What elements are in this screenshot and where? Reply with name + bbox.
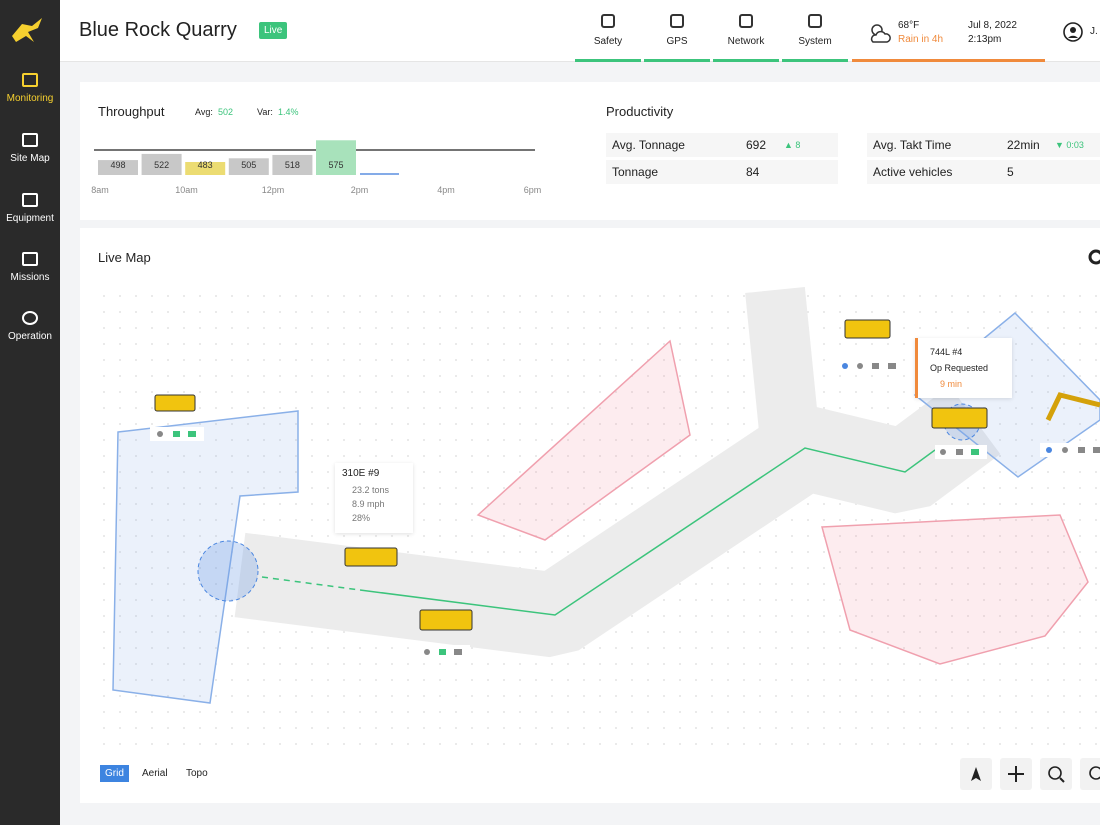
throughput-bar xyxy=(98,160,138,175)
var-label: Var: xyxy=(257,107,273,117)
zone-restricted[interactable] xyxy=(821,514,1089,665)
bar-label: 518 xyxy=(285,160,300,170)
nav-item[interactable]: Site Map xyxy=(0,133,60,164)
vehicle-status: Op Requested xyxy=(930,363,989,373)
throughput-chart: 498 522 483 505 518 575 8am 10am 12pm 2pm 4pm 6pm xyxy=(91,140,542,195)
throughput-bar xyxy=(272,154,313,175)
map-tab[interactable]: Grid xyxy=(100,765,129,782)
stat-row: Tonnage 84 xyxy=(606,160,838,184)
nav-item[interactable]: Monitoring xyxy=(0,73,60,104)
settings-icon[interactable] xyxy=(1088,249,1100,265)
time-label: 4pm xyxy=(437,185,455,195)
nav-label: Missions xyxy=(10,272,50,283)
throughput-bar xyxy=(141,153,182,175)
vehicles[interactable] xyxy=(154,319,1100,631)
throughput-bar xyxy=(185,162,226,175)
time-label: 6pm xyxy=(524,185,542,195)
stat-value: 5 xyxy=(1007,165,1014,179)
user-name: J. xyxy=(1090,26,1098,37)
stat-value: 84 xyxy=(746,165,760,179)
temperature: 68°F xyxy=(898,20,920,31)
bar-label: 498 xyxy=(110,160,125,170)
bar-label: 522 xyxy=(154,160,169,170)
bar-label: 505 xyxy=(241,160,256,170)
status-tab[interactable]: GPS xyxy=(644,14,710,62)
throughput-bar xyxy=(316,140,356,175)
bar-label: 575 xyxy=(328,160,343,170)
throughput-title: Throughput xyxy=(98,104,165,119)
vehicle-stat: 23.2 tons xyxy=(352,485,390,495)
route-planned xyxy=(261,576,361,591)
map-tab[interactable]: Topo xyxy=(186,768,208,779)
stat-value: 692 xyxy=(746,138,767,152)
stat-delta: ▲ 8 xyxy=(784,140,801,150)
time-label: 10am xyxy=(175,185,198,195)
nav-label: Equipment xyxy=(6,213,54,224)
site-title: Blue Rock Quarry xyxy=(79,19,237,41)
vehicle-card[interactable]: 310E #9 23.2 tons 8.9 mph 28% xyxy=(335,463,413,533)
zoom-in-button[interactable] xyxy=(1040,758,1072,790)
stat-label: Tonnage xyxy=(612,165,659,179)
stat-label: Avg. Takt Time xyxy=(873,138,952,152)
stat-label: Avg. Tonnage xyxy=(612,138,685,152)
weather-icon xyxy=(870,24,891,43)
zone-load[interactable] xyxy=(112,410,299,704)
vehicle-name: 744L #4 xyxy=(930,347,963,357)
user-icon[interactable] xyxy=(1062,21,1084,43)
locate-button[interactable] xyxy=(960,758,992,790)
date: Jul 8, 2022 xyxy=(968,20,1017,31)
nav-label: Monitoring xyxy=(6,93,54,104)
stat-row: Avg. Tonnage 692 ▲ 8 xyxy=(606,133,838,157)
bar-label: 483 xyxy=(198,160,213,170)
stats-panel: Throughput Avg: 502 Var: 1.4% 498 522 483 5… xyxy=(80,82,1100,220)
vehicle-chips xyxy=(150,359,1100,659)
stat-row: Active vehicles 5 xyxy=(867,160,1100,184)
vehicle-eta: 9 min xyxy=(940,379,963,389)
nav-label: Operation xyxy=(8,331,52,342)
vehicle-stat: 8.9 mph xyxy=(352,499,385,509)
time-label: 8am xyxy=(91,185,109,195)
throughput-bar xyxy=(228,158,269,175)
weather: 68°F Rain in 4h Jul 8, 2022 2:13pm xyxy=(852,14,1045,62)
time: 2:13pm xyxy=(968,34,1002,45)
stat-row: Avg. Takt Time 22min ▼ 0:03 xyxy=(867,133,1100,157)
forecast: Rain in 4h xyxy=(898,34,944,45)
status-label: GPS xyxy=(666,36,688,47)
live-badge: Live xyxy=(259,22,288,39)
avg-value: 502 xyxy=(218,107,234,117)
status-label: System xyxy=(798,36,832,47)
status-tab[interactable]: System xyxy=(782,14,848,62)
vehicle-name: 310E #9 xyxy=(342,468,380,479)
nav-item[interactable]: Operation xyxy=(0,311,60,342)
stat-value: 22min xyxy=(1007,138,1040,152)
productivity-title: Productivity xyxy=(606,104,674,119)
status-label: Network xyxy=(727,36,765,47)
sidebar: Monitoring Site Map Equipment Missions O… xyxy=(0,0,60,825)
time-label: 2pm xyxy=(351,185,369,195)
map-tab[interactable]: Aerial xyxy=(142,768,168,779)
pan-button[interactable] xyxy=(1000,758,1032,790)
stat-delta: ▼ 0:03 xyxy=(1055,140,1084,150)
map[interactable] xyxy=(80,228,1100,803)
zoom-out-button[interactable] xyxy=(1080,758,1100,790)
nav-item[interactable]: Missions xyxy=(0,252,60,283)
stat-label: Active vehicles xyxy=(873,165,953,179)
time-label: 12pm xyxy=(262,185,285,195)
vehicle-card[interactable]: 744L #4 Op Requested 9 min xyxy=(915,338,1012,398)
status-label: Safety xyxy=(593,36,623,47)
avg-label: Avg: xyxy=(195,107,213,117)
status-tab[interactable]: Network xyxy=(713,14,779,62)
var-value: 1.4% xyxy=(278,107,299,117)
vehicle-stat: 28% xyxy=(352,513,371,523)
nav-item[interactable]: Equipment xyxy=(0,193,60,224)
header: Blue Rock Quarry Live Safety GPS Network… xyxy=(60,0,1100,62)
status-tab[interactable]: Safety xyxy=(575,14,641,62)
logo xyxy=(12,18,42,42)
waypoint[interactable] xyxy=(197,540,259,602)
map-title: Live Map xyxy=(98,250,151,265)
zone-restricted[interactable] xyxy=(476,339,691,541)
nav-label: Site Map xyxy=(10,153,50,164)
route xyxy=(359,447,936,616)
